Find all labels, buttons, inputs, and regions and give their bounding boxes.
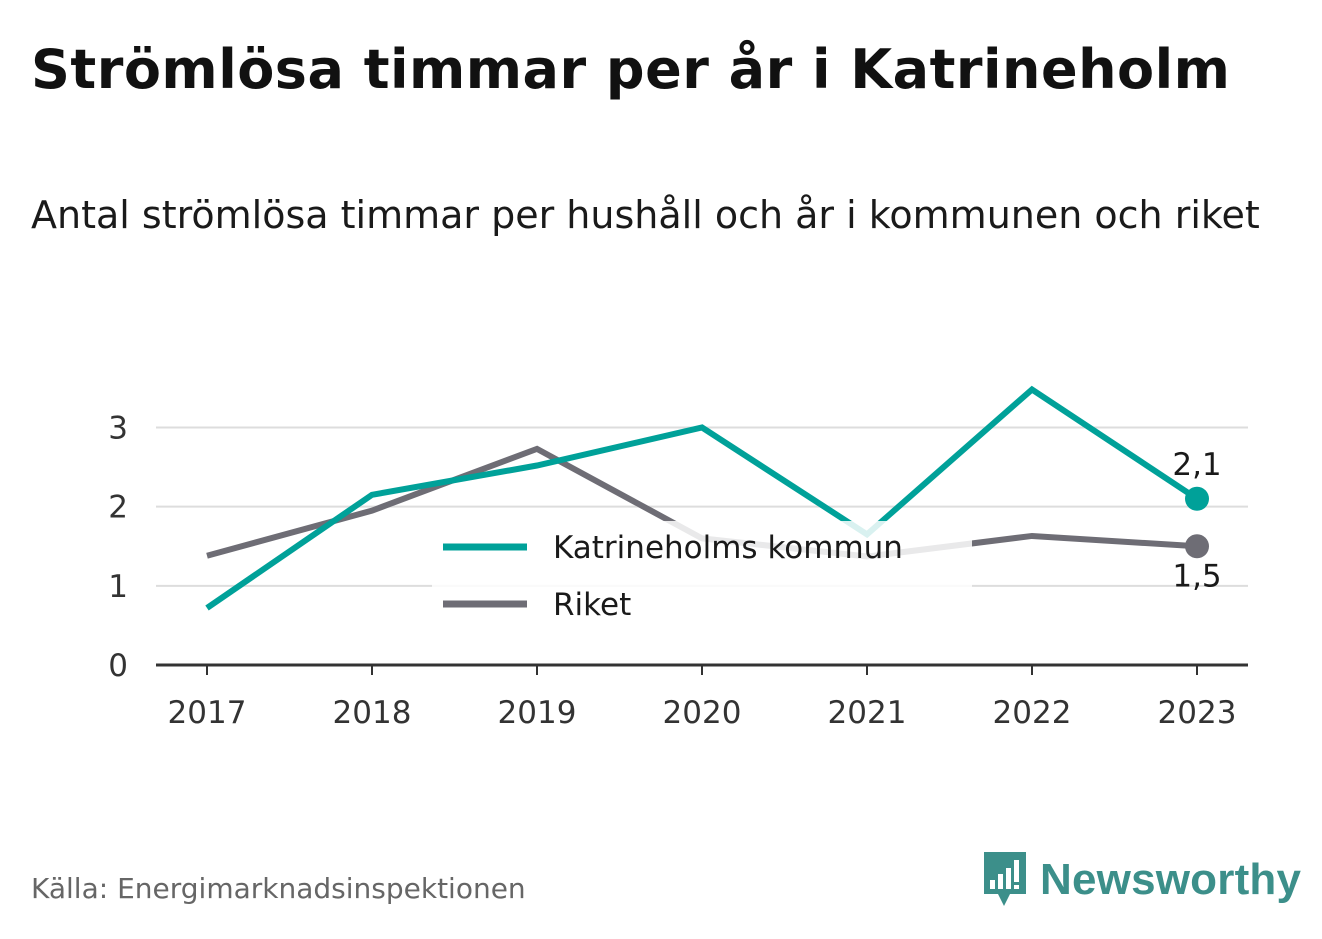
series-line-katrineholm: [205, 385, 1199, 611]
y-tick-label: 3: [108, 411, 128, 447]
legend-label: Katrineholms kommun: [553, 530, 903, 566]
x-tick-label: 2022: [993, 695, 1072, 731]
x-tick-label: 2018: [333, 695, 412, 731]
newsworthy-logo: Newsworthy: [980, 850, 1301, 910]
chart-title: Strömlösa timmar per år i Katrineholm: [31, 38, 1231, 101]
y-tick-label: 1: [108, 569, 128, 605]
legend-label: Riket: [553, 587, 631, 623]
bar-chart-speech-bubble-icon: [984, 852, 1026, 906]
series-end-point: [1185, 534, 1209, 559]
x-tick-label: 2021: [828, 695, 907, 731]
brand-name: Newsworthy: [1040, 855, 1302, 904]
y-tick-label: 0: [108, 648, 128, 684]
x-tick-label: 2019: [498, 695, 577, 731]
chart-subtitle: Antal strömlösa timmar per hushåll och å…: [31, 193, 1260, 237]
end-value-label: 1,5: [1172, 558, 1221, 594]
source-note: Källa: Energimarknadsinspektionen: [31, 872, 526, 905]
y-tick-label: 2: [108, 490, 128, 526]
series-end-point: [1185, 486, 1209, 511]
x-tick-label: 2023: [1158, 695, 1237, 731]
x-tick-label: 2020: [663, 695, 742, 731]
end-value-label: 2,1: [1172, 447, 1221, 483]
legend-backdrop: [432, 521, 972, 625]
x-tick-label: 2017: [168, 695, 247, 731]
